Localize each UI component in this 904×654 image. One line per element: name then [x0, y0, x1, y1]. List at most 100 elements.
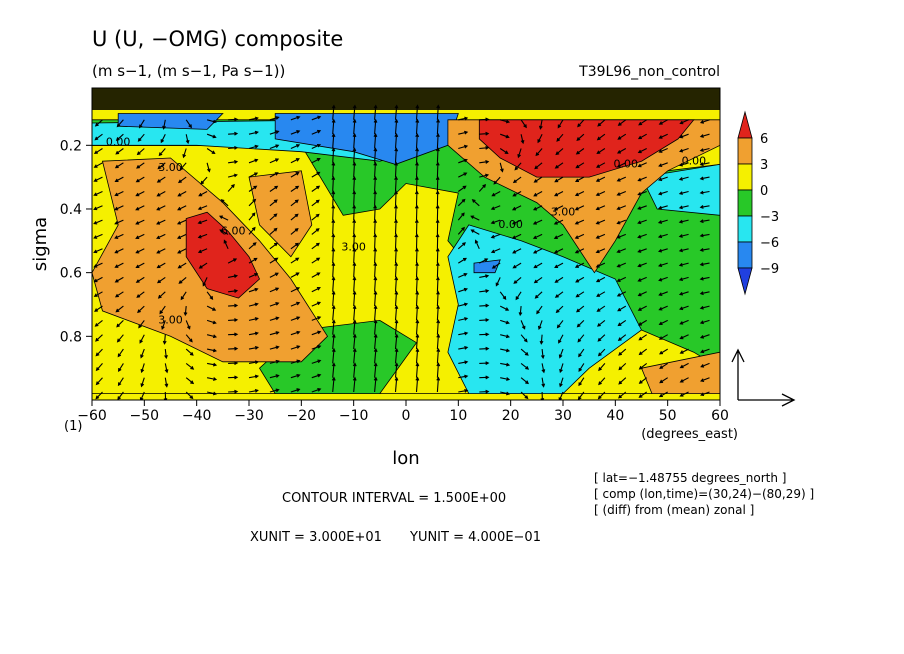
wind-vector: [457, 198, 466, 207]
wind-vector: [436, 376, 441, 393]
wind-vector: [156, 219, 166, 225]
wind-vector: [198, 262, 208, 269]
wind-vector: [177, 205, 187, 211]
wind-vector: [490, 205, 501, 211]
wind-vector: [227, 258, 238, 264]
contour-label: 3.00: [158, 314, 183, 327]
contour-label: 6.00: [221, 224, 246, 237]
wind-vector: [597, 348, 606, 357]
x-axis-label: lon: [392, 448, 419, 469]
wind-vector: [479, 274, 490, 279]
info-line: [ (diff) from (mean) zonal ]: [594, 503, 754, 517]
x-tick-label: −20: [287, 408, 317, 424]
wind-vector: [248, 116, 259, 121]
wind-vector: [479, 375, 490, 380]
wind-vector: [311, 228, 320, 235]
x-tick-label: 30: [554, 408, 572, 424]
colorbar-swatch: [737, 267, 753, 296]
wind-vector: [269, 144, 280, 150]
wind-vector: [595, 190, 606, 196]
wind-vector: [114, 233, 124, 239]
wind-vector: [93, 276, 103, 283]
wind-vector: [479, 289, 490, 293]
wind-vector: [657, 262, 668, 267]
wind-vector: [436, 362, 441, 378]
wind-vector: [94, 133, 103, 141]
wind-vector: [248, 226, 256, 235]
wind-vector: [228, 289, 239, 293]
wind-vector: [352, 133, 357, 149]
wind-vector: [352, 333, 357, 350]
wind-vector: [658, 334, 668, 340]
wind-vector: [415, 347, 420, 364]
wind-vector: [616, 291, 627, 297]
wind-vector: [394, 133, 399, 149]
wind-vector: [177, 191, 187, 197]
wind-vector: [93, 205, 103, 211]
wind-vector: [331, 362, 336, 378]
wind-vector: [678, 162, 689, 167]
wind-vector: [331, 204, 336, 221]
wind-vector: [520, 134, 525, 145]
wind-vector: [435, 204, 440, 221]
wind-vector: [269, 213, 278, 221]
wind-vector: [394, 261, 399, 278]
wind-vector: [95, 334, 103, 342]
wind-vector: [657, 233, 668, 239]
wind-vector: [535, 148, 543, 157]
shaded-region: [248, 170, 313, 258]
wind-vector: [248, 185, 258, 192]
wind-vector: [352, 276, 357, 292]
wind-vector: [135, 262, 145, 268]
wind-vector: [248, 374, 260, 379]
wind-vector: [576, 133, 585, 141]
wind-vector: [136, 291, 145, 298]
colorbar-swatch: [737, 163, 753, 191]
wind-vector: [394, 276, 399, 292]
wind-vector: [555, 305, 564, 314]
wind-vector: [178, 276, 187, 284]
wind-vector: [699, 147, 710, 152]
wind-vector: [228, 303, 239, 308]
wind-vector: [159, 305, 166, 315]
wind-vector: [93, 262, 103, 268]
wind-vector: [520, 348, 529, 356]
wind-vector: [616, 148, 627, 154]
wind-vector: [658, 176, 668, 182]
wind-vector: [373, 204, 377, 221]
wind-vector: [574, 205, 585, 211]
wind-vector: [269, 359, 280, 364]
wind-vector: [699, 219, 710, 224]
wind-vector: [436, 304, 440, 321]
wind-vector: [248, 242, 257, 250]
wind-vector: [331, 218, 336, 235]
wind-vector: [678, 262, 689, 267]
reference-vector: [731, 348, 796, 407]
wind-vector: [700, 391, 710, 397]
wind-vector: [595, 233, 606, 239]
wind-vector: [595, 219, 606, 225]
wind-vector: [597, 119, 606, 127]
wind-vector: [94, 119, 103, 127]
contour-label: 0.00: [682, 154, 707, 167]
wind-vector: [493, 176, 501, 185]
wind-vector: [331, 147, 336, 163]
wind-vector: [373, 276, 378, 292]
wind-vector: [558, 334, 564, 344]
wind-vector: [269, 158, 280, 164]
wind-vector: [138, 119, 145, 129]
wind-vector: [575, 148, 585, 155]
wind-vector: [598, 377, 606, 386]
wind-vector: [248, 144, 259, 150]
wind-vector: [95, 363, 103, 372]
wind-vector: [185, 334, 193, 343]
wind-vector: [553, 233, 564, 239]
wind-vector: [540, 349, 545, 360]
wind-vector: [471, 199, 480, 207]
wind-vector: [137, 133, 145, 142]
wind-vector: [577, 119, 585, 128]
wind-vector: [512, 262, 522, 269]
wind-vector: [658, 391, 668, 398]
wind-vector: [577, 391, 585, 400]
wind-vector: [500, 377, 511, 381]
